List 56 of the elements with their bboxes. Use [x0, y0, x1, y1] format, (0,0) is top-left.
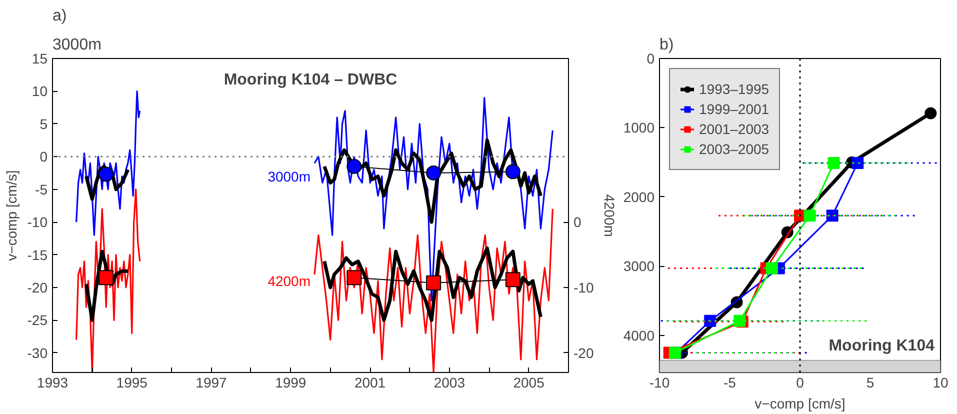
- legend-label: 1999–2001: [699, 101, 770, 117]
- point: [924, 107, 937, 120]
- y-tick-label: 0: [40, 148, 48, 165]
- y2-tick-label: 0: [574, 214, 582, 230]
- x-tick-label: 1993: [36, 374, 68, 390]
- y-tick-label: -10: [27, 214, 48, 230]
- text: Mooring K104: [828, 337, 935, 354]
- x-tick-label: 5: [866, 374, 874, 390]
- series-label: 4200m: [268, 272, 311, 289]
- y-tick-label: 4000: [623, 327, 655, 344]
- x-tick-label: 2005: [513, 374, 545, 390]
- legend-label: 1993–1995: [699, 81, 770, 97]
- legend-label: 2003–2005: [699, 141, 770, 157]
- x-tick-label: -5: [724, 374, 736, 390]
- y-tick-label: 0: [646, 50, 655, 66]
- point: [98, 166, 114, 182]
- x-tick-label: 1997: [196, 374, 228, 390]
- y-tick-label: 3000: [623, 258, 655, 274]
- point: [828, 157, 840, 170]
- point: [766, 262, 778, 274]
- series-label: 3000m: [268, 168, 311, 184]
- y-tick-label: -30: [27, 344, 48, 361]
- x-tick-label: 10: [932, 374, 948, 390]
- x-tick-label: 1999: [275, 374, 306, 390]
- y-tick-label: 2000: [623, 188, 655, 205]
- text: b): [660, 36, 674, 54]
- x-tick-label: 1995: [116, 374, 148, 390]
- y-tick-label: -15: [27, 246, 48, 263]
- point: [346, 158, 362, 174]
- y-tick-label: 5: [40, 116, 48, 132]
- y2-tick-label: -10: [574, 279, 594, 296]
- y-axis-title: v−comp [cm/s]: [3, 170, 20, 261]
- y2-tick-label: -20: [574, 344, 594, 361]
- text: Mooring K104 – DWBC: [224, 72, 398, 88]
- text: a): [52, 8, 67, 24]
- x-tick-label: 2001: [354, 374, 386, 390]
- y-tick-label: 15: [32, 50, 48, 66]
- point: [804, 210, 816, 222]
- x-tick-label: -10: [649, 374, 670, 390]
- text: 3000m: [52, 36, 102, 54]
- point: [852, 157, 864, 170]
- point: [734, 314, 746, 327]
- y-tick-label: -20: [27, 279, 48, 296]
- point: [704, 314, 716, 327]
- y2-axis-title: 4200m: [602, 194, 618, 237]
- y-tick-label: 1000: [623, 120, 655, 136]
- x-tick-label: 0: [796, 374, 804, 390]
- point: [826, 210, 838, 222]
- y-tick-label: 10: [32, 83, 48, 100]
- point: [426, 165, 442, 180]
- x-tick-label: 2003: [434, 374, 466, 390]
- y-tick-label: -5: [35, 181, 48, 198]
- point: [505, 164, 520, 180]
- x-axis-title: v−comp [cm/s]: [754, 396, 846, 412]
- y-tick-label: -25: [27, 312, 48, 328]
- legend-label: 2001–2003: [699, 121, 770, 137]
